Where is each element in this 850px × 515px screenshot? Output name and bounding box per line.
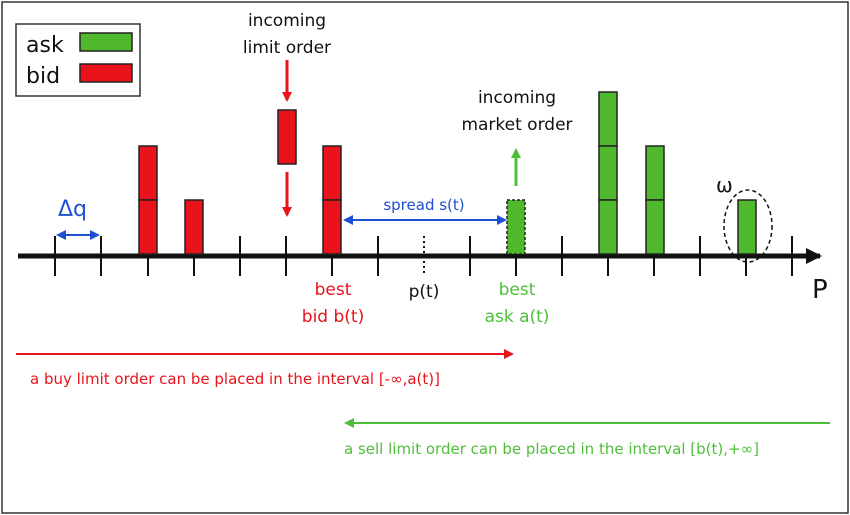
ask-bar-unit (598, 145, 618, 201)
ask-bar-unit (645, 199, 665, 255)
ask-bars (598, 91, 757, 255)
best-ask-line2: ask a(t) (485, 307, 550, 327)
incoming-market-order-line1: incoming (478, 88, 556, 108)
omega-circle (723, 189, 773, 263)
legend: ask bid (15, 23, 141, 97)
ask-bar-unit (598, 91, 618, 147)
incoming-limit-order-bar (277, 109, 297, 165)
bid-bar-unit (138, 199, 158, 255)
incoming-market-order-line2: market order (461, 115, 572, 135)
bid-bars (138, 145, 342, 255)
incoming-limit-order-line2: limit order (243, 38, 331, 58)
mid-price-label: p(t) (409, 282, 440, 302)
delta-q-label: Δq (58, 197, 87, 222)
bid-bar-unit (184, 199, 204, 255)
best-ask-line1: best (499, 280, 536, 300)
legend-bid-label: bid (26, 64, 60, 89)
best-bid-line1: best (315, 280, 352, 300)
buy-interval-text: a buy limit order can be placed in the i… (30, 370, 440, 388)
legend-bid-swatch (79, 63, 133, 83)
spread-label: spread s(t) (383, 196, 464, 214)
bid-bar-unit (138, 145, 158, 201)
ask-bar-unit (737, 199, 757, 255)
bid-bar-unit (322, 199, 342, 255)
legend-ask-label: ask (26, 33, 64, 58)
bid-bar-unit (322, 145, 342, 201)
legend-ask-swatch (79, 32, 133, 52)
sell-interval-text: a sell limit order can be placed in the … (344, 440, 759, 458)
best-ask-bar (506, 199, 526, 255)
best-bid-line2: bid b(t) (302, 307, 364, 327)
incoming-limit-order-line1: incoming (248, 11, 326, 31)
price-axis-label: P (812, 275, 828, 305)
omega-label: ω (716, 173, 733, 197)
ask-bar-unit (645, 145, 665, 201)
ask-bar-unit (598, 199, 618, 255)
